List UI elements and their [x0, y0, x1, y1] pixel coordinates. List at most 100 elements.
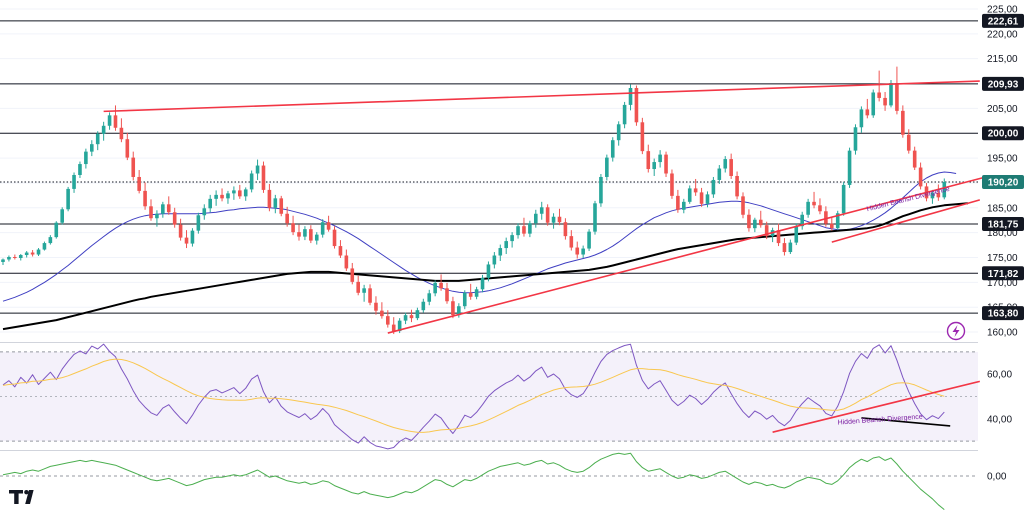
candle-body[interactable]: [125, 139, 130, 158]
candle-body[interactable]: [776, 230, 781, 244]
candle-body[interactable]: [522, 226, 526, 234]
candle-body[interactable]: [285, 213, 289, 224]
candle-body[interactable]: [587, 231, 591, 249]
trendline[interactable]: [831, 199, 981, 243]
rsi-trendlines[interactable]: [772, 380, 980, 433]
candle-body[interactable]: [101, 125, 106, 134]
candle-body[interactable]: [557, 216, 562, 223]
candle-body[interactable]: [119, 127, 124, 140]
candle-body[interactable]: [427, 293, 432, 302]
candle-body[interactable]: [415, 310, 420, 319]
candle-body[interactable]: [516, 226, 520, 236]
candle-body[interactable]: [753, 219, 757, 229]
candle-body[interactable]: [575, 247, 580, 255]
candle-body[interactable]: [374, 302, 378, 311]
candle-body[interactable]: [652, 162, 656, 170]
candle-body[interactable]: [137, 176, 141, 191]
candle-body[interactable]: [161, 204, 165, 214]
candle-body[interactable]: [220, 194, 224, 199]
candle-body[interactable]: [178, 224, 183, 238]
candle-body[interactable]: [78, 164, 82, 175]
candle-body[interactable]: [859, 109, 864, 128]
candle-body[interactable]: [729, 159, 733, 176]
price-panel[interactable]: Hidden Bearish Divergence: [0, 8, 986, 341]
candle-body[interactable]: [936, 192, 941, 198]
candle-body[interactable]: [380, 310, 384, 317]
candle-body[interactable]: [830, 223, 834, 229]
candle-body[interactable]: [741, 196, 745, 215]
candle-body[interactable]: [297, 232, 301, 237]
candle-body[interactable]: [267, 189, 272, 208]
candle-body[interactable]: [386, 316, 390, 325]
candle-body[interactable]: [539, 207, 544, 214]
level-badge[interactable]: [982, 216, 1024, 231]
candle-body[interactable]: [824, 211, 828, 224]
candle-body[interactable]: [433, 282, 437, 294]
candle-body[interactable]: [918, 167, 923, 187]
candle-body[interactable]: [912, 150, 917, 168]
price-axis[interactable]: 160,00165,00170,00175,00180,00185,00190,…: [982, 4, 1024, 483]
candle-body[interactable]: [610, 140, 615, 158]
candle-body[interactable]: [682, 201, 686, 210]
candle-body[interactable]: [439, 282, 443, 289]
candle-body[interactable]: [670, 173, 674, 196]
candle-body[interactable]: [54, 222, 59, 238]
candle-body[interactable]: [18, 255, 23, 258]
candle-body[interactable]: [48, 237, 53, 244]
candle-body[interactable]: [569, 236, 574, 248]
bolt-icon[interactable]: [946, 321, 966, 341]
candle-body[interactable]: [226, 193, 230, 199]
candle-body[interactable]: [42, 243, 47, 250]
candle-body[interactable]: [30, 252, 35, 255]
candle-body[interactable]: [344, 255, 349, 269]
candle-body[interactable]: [13, 257, 17, 259]
candle-body[interactable]: [711, 179, 716, 195]
candle-body[interactable]: [166, 204, 171, 213]
candle-body[interactable]: [563, 222, 568, 237]
candle-body[interactable]: [883, 97, 887, 106]
level-badge[interactable]: [982, 13, 1024, 28]
candle-body[interactable]: [818, 205, 822, 212]
candle-body[interactable]: [421, 301, 426, 311]
rsi-trendline[interactable]: [772, 380, 980, 433]
candle-body[interactable]: [208, 198, 212, 209]
candle-body[interactable]: [551, 216, 556, 223]
trendline[interactable]: [387, 176, 986, 334]
candle-body[interactable]: [113, 115, 118, 128]
candle-body[interactable]: [794, 226, 799, 243]
candle-body[interactable]: [232, 190, 236, 194]
candle-body[interactable]: [409, 315, 414, 319]
candle-body[interactable]: [320, 222, 325, 235]
candle-body[interactable]: [457, 306, 461, 316]
candle-body[interactable]: [841, 184, 846, 214]
candle-body[interactable]: [60, 209, 64, 223]
candle-body[interactable]: [599, 176, 603, 204]
candle-body[interactable]: [143, 190, 147, 207]
candle-body[interactable]: [835, 213, 840, 229]
candle-body[interactable]: [877, 92, 881, 98]
candle-body[interactable]: [806, 201, 810, 215]
candle-body[interactable]: [202, 208, 207, 216]
candle-body[interactable]: [605, 157, 609, 177]
candle-body[interactable]: [184, 237, 189, 244]
level-badge[interactable]: [982, 266, 1024, 281]
level-badge[interactable]: [982, 306, 1024, 321]
candle-body[interactable]: [172, 212, 177, 225]
candle-body[interactable]: [622, 104, 627, 125]
candle-body[interactable]: [291, 223, 295, 233]
candle-body[interactable]: [66, 188, 70, 210]
candle-body[interactable]: [368, 288, 372, 303]
candle-body[interactable]: [338, 246, 343, 256]
candle-body[interactable]: [930, 192, 935, 199]
candle-body[interactable]: [332, 229, 337, 247]
candle-body[interactable]: [462, 292, 467, 307]
candle-body[interactable]: [847, 150, 852, 185]
candle-body[interactable]: [723, 159, 728, 169]
candle-body[interactable]: [528, 223, 532, 234]
candle-body[interactable]: [480, 277, 485, 290]
candle-body[interactable]: [238, 190, 242, 197]
candle-body[interactable]: [658, 154, 662, 163]
candle-body[interactable]: [72, 174, 76, 189]
candle-body[interactable]: [1, 259, 5, 262]
